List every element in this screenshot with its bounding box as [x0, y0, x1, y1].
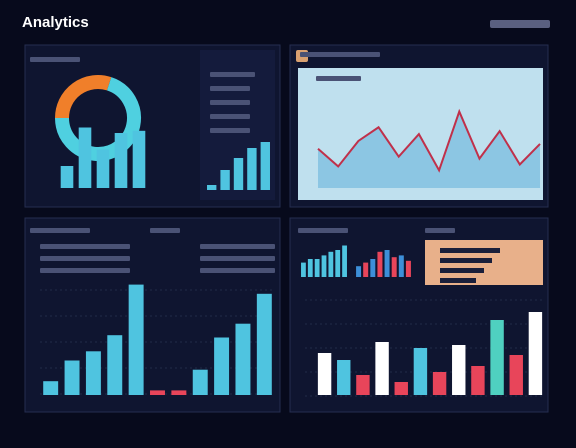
bar — [128, 284, 144, 395]
bar — [321, 255, 327, 277]
bar — [335, 250, 341, 277]
bar — [192, 369, 208, 395]
bar — [235, 323, 251, 395]
bar — [132, 130, 146, 188]
text-placeholder — [40, 268, 130, 273]
bar — [432, 372, 447, 395]
bar — [256, 293, 272, 395]
progress-bar — [440, 268, 484, 273]
bar — [314, 259, 320, 277]
bar — [509, 355, 523, 395]
bar — [85, 351, 101, 395]
text-placeholder — [210, 100, 250, 105]
bar — [78, 127, 92, 188]
text-placeholder — [30, 57, 80, 62]
bar — [220, 170, 230, 190]
bar — [405, 260, 411, 277]
text-placeholder — [210, 128, 250, 133]
bar — [363, 262, 369, 277]
text-placeholder — [30, 228, 90, 233]
bar — [391, 257, 397, 277]
text-placeholder — [210, 86, 250, 91]
bar — [207, 185, 217, 190]
bar — [150, 390, 165, 395]
text-placeholder — [316, 76, 361, 81]
bar — [377, 251, 383, 277]
text-placeholder — [298, 228, 348, 233]
bar — [370, 259, 376, 277]
date-label — [490, 20, 550, 28]
text-placeholder — [200, 244, 275, 249]
bar — [307, 259, 313, 277]
bar — [342, 245, 347, 277]
text-placeholder — [200, 256, 275, 261]
bar — [214, 337, 230, 395]
donut-segment — [55, 75, 112, 119]
bar — [43, 381, 59, 395]
text-placeholder — [40, 244, 130, 249]
bar — [301, 262, 306, 277]
app-title: Analytics — [22, 14, 89, 31]
bar — [413, 348, 428, 395]
bar — [452, 345, 466, 395]
progress-bar — [440, 278, 476, 283]
bar — [260, 142, 270, 190]
bar — [490, 320, 504, 395]
text-placeholder — [210, 114, 250, 119]
text-placeholder — [425, 228, 455, 233]
bar — [64, 360, 80, 395]
bar — [96, 149, 110, 188]
progress-bar — [440, 248, 500, 253]
text-placeholder — [200, 268, 275, 273]
bar — [328, 251, 334, 277]
bar — [528, 312, 543, 395]
bar — [107, 335, 123, 395]
bar — [60, 166, 74, 188]
progress-bar — [440, 258, 492, 263]
text-placeholder — [150, 228, 180, 233]
bar — [356, 266, 362, 277]
bar — [171, 390, 187, 395]
bar — [247, 148, 257, 190]
bar — [317, 353, 332, 395]
text-placeholder — [300, 52, 380, 57]
bar — [337, 360, 351, 395]
text-placeholder — [210, 72, 255, 77]
text-placeholder — [40, 256, 130, 261]
bar — [384, 250, 390, 277]
bar — [356, 375, 370, 395]
bar — [398, 255, 404, 277]
line — [317, 108, 541, 173]
bar — [114, 133, 128, 188]
bar — [394, 382, 408, 395]
bar — [233, 158, 244, 190]
bar — [375, 342, 389, 395]
bar — [471, 366, 485, 395]
